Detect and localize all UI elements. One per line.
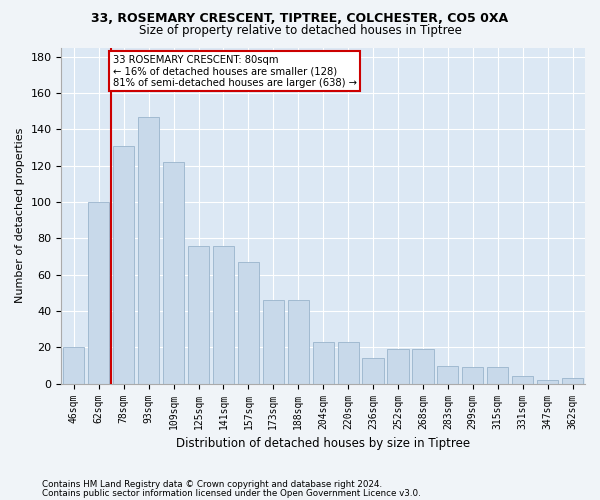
Bar xyxy=(188,246,209,384)
Bar xyxy=(362,358,383,384)
Text: Contains public sector information licensed under the Open Government Licence v3: Contains public sector information licen… xyxy=(42,490,421,498)
Bar xyxy=(537,380,558,384)
Y-axis label: Number of detached properties: Number of detached properties xyxy=(15,128,25,304)
Bar xyxy=(213,246,234,384)
Bar xyxy=(238,262,259,384)
Bar xyxy=(138,116,159,384)
Bar xyxy=(562,378,583,384)
Bar xyxy=(313,342,334,384)
X-axis label: Distribution of detached houses by size in Tiptree: Distribution of detached houses by size … xyxy=(176,437,470,450)
Bar xyxy=(88,202,109,384)
Text: 33 ROSEMARY CRESCENT: 80sqm
← 16% of detached houses are smaller (128)
81% of se: 33 ROSEMARY CRESCENT: 80sqm ← 16% of det… xyxy=(113,55,357,88)
Text: 33, ROSEMARY CRESCENT, TIPTREE, COLCHESTER, CO5 0XA: 33, ROSEMARY CRESCENT, TIPTREE, COLCHEST… xyxy=(91,12,509,26)
Bar xyxy=(287,300,309,384)
Bar xyxy=(512,376,533,384)
Bar xyxy=(338,342,359,384)
Bar xyxy=(263,300,284,384)
Bar xyxy=(462,368,484,384)
Bar xyxy=(388,349,409,384)
Text: Size of property relative to detached houses in Tiptree: Size of property relative to detached ho… xyxy=(139,24,461,37)
Bar xyxy=(487,368,508,384)
Bar xyxy=(63,348,85,384)
Bar xyxy=(412,349,434,384)
Bar xyxy=(437,366,458,384)
Bar xyxy=(113,146,134,384)
Text: Contains HM Land Registry data © Crown copyright and database right 2024.: Contains HM Land Registry data © Crown c… xyxy=(42,480,382,489)
Bar xyxy=(163,162,184,384)
